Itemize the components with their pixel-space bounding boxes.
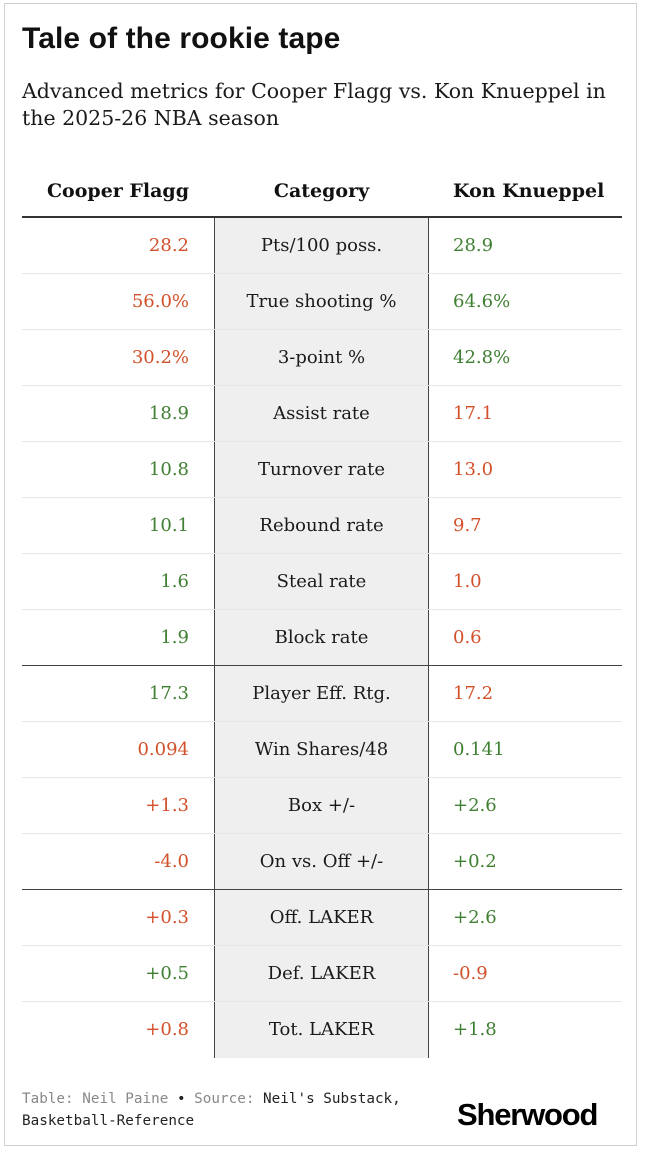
flagg-value: 0.094 bbox=[137, 739, 189, 760]
table-row: 18.9 Assist rate 17.1 bbox=[22, 386, 622, 442]
knueppel-value: 0.141 bbox=[453, 739, 505, 760]
category-label: Tot. LAKER bbox=[268, 1019, 375, 1040]
table-row: 28.2 Pts/100 poss. 28.9 bbox=[22, 218, 622, 274]
table-body: 28.2 Pts/100 poss. 28.9 56.0% True shooting … bbox=[22, 218, 622, 1058]
sherwood-logo: Sherwood bbox=[457, 1097, 598, 1132]
table-row: 0.094 Win Shares/48 0.141 bbox=[22, 722, 622, 778]
table-row: +0.8 Tot. LAKER +1.8 bbox=[22, 1002, 622, 1058]
knueppel-value: +2.6 bbox=[453, 795, 497, 816]
category-label: Def. LAKER bbox=[267, 963, 376, 984]
chart-card: Tale of the rookie tape Advanced metrics… bbox=[4, 3, 637, 1146]
row-divider bbox=[22, 329, 622, 330]
header-rule bbox=[22, 216, 622, 218]
flagg-value: -4.0 bbox=[154, 851, 189, 872]
table-row: 30.2% 3-point % 42.8% bbox=[22, 330, 622, 386]
category-label: Win Shares/48 bbox=[254, 739, 389, 760]
flagg-value: 1.6 bbox=[160, 571, 189, 592]
header-cooper-flagg: Cooper Flagg bbox=[46, 180, 189, 202]
footer-source-2: Basketball-Reference bbox=[22, 1113, 195, 1129]
knueppel-value: -0.9 bbox=[453, 963, 488, 984]
knueppel-value: 0.6 bbox=[453, 627, 482, 648]
table-row: +1.3 Box +/- +2.6 bbox=[22, 778, 622, 834]
flagg-value: +0.8 bbox=[145, 1019, 189, 1040]
group-divider bbox=[22, 665, 622, 666]
flagg-value: 18.9 bbox=[148, 403, 189, 424]
row-divider bbox=[22, 385, 622, 386]
category-label: On vs. Off +/- bbox=[259, 851, 384, 872]
row-divider bbox=[22, 441, 622, 442]
knueppel-value: 64.6% bbox=[453, 291, 511, 312]
category-label: Assist rate bbox=[273, 403, 370, 424]
category-label: True shooting % bbox=[246, 291, 397, 312]
flagg-value: 1.9 bbox=[160, 627, 189, 648]
row-divider bbox=[22, 273, 622, 274]
table-header: Cooper Flagg Category Kon Knueppel bbox=[22, 164, 622, 218]
table-row: 1.6 Steal rate 1.0 bbox=[22, 554, 622, 610]
category-label: Block rate bbox=[274, 627, 369, 648]
group-divider bbox=[22, 889, 622, 890]
flagg-value: +0.5 bbox=[145, 963, 189, 984]
flagg-value: +0.3 bbox=[145, 907, 189, 928]
knueppel-value: 17.1 bbox=[453, 403, 494, 424]
row-divider bbox=[22, 497, 622, 498]
table-row: 56.0% True shooting % 64.6% bbox=[22, 274, 622, 330]
table-row: 10.8 Turnover rate 13.0 bbox=[22, 442, 622, 498]
flagg-value: 17.3 bbox=[148, 683, 189, 704]
category-label: Player Eff. Rtg. bbox=[252, 683, 391, 704]
row-divider bbox=[22, 777, 622, 778]
knueppel-value: 9.7 bbox=[453, 515, 482, 536]
flagg-value: 10.1 bbox=[148, 515, 189, 536]
comparison-table: Cooper Flagg Category Kon Knueppel 28.2 P… bbox=[22, 164, 622, 1058]
knueppel-value: 28.9 bbox=[453, 235, 494, 256]
knueppel-value: +0.2 bbox=[453, 851, 497, 872]
flagg-value: +1.3 bbox=[145, 795, 189, 816]
row-divider bbox=[22, 833, 622, 834]
table-row: 10.1 Rebound rate 9.7 bbox=[22, 498, 622, 554]
category-label: Steal rate bbox=[276, 571, 367, 592]
footer-table-label: Table: bbox=[22, 1091, 74, 1107]
knueppel-value: 42.8% bbox=[453, 347, 511, 368]
flagg-value: 30.2% bbox=[131, 347, 189, 368]
flagg-value: 28.2 bbox=[148, 235, 189, 256]
table-row: 1.9 Block rate 0.6 bbox=[22, 610, 622, 666]
knueppel-value: 17.2 bbox=[453, 683, 494, 704]
category-label: 3-point % bbox=[277, 347, 366, 368]
row-divider bbox=[22, 945, 622, 946]
row-divider bbox=[22, 609, 622, 610]
footer-credit: Table: Neil Paine • Source: Neil's Subst… bbox=[22, 1088, 401, 1132]
header-category: Category bbox=[273, 180, 370, 202]
table-row: -4.0 On vs. Off +/- +0.2 bbox=[22, 834, 622, 890]
flagg-value: 10.8 bbox=[148, 459, 189, 480]
footer-source-label: Source: bbox=[194, 1091, 255, 1107]
category-label: Off. LAKER bbox=[269, 907, 374, 928]
category-label: Pts/100 poss. bbox=[260, 235, 383, 256]
category-label: Rebound rate bbox=[259, 515, 384, 536]
knueppel-value: 13.0 bbox=[453, 459, 494, 480]
table-row: 17.3 Player Eff. Rtg. 17.2 bbox=[22, 666, 622, 722]
footer-source-1: Neil's Substack, bbox=[263, 1091, 401, 1107]
knueppel-value: +2.6 bbox=[453, 907, 497, 928]
category-label: Box +/- bbox=[287, 795, 356, 816]
footer-table-author: Neil Paine bbox=[82, 1091, 169, 1107]
table-row: +0.3 Off. LAKER +2.6 bbox=[22, 890, 622, 946]
row-divider bbox=[22, 1001, 622, 1002]
header-kon-knueppel: Kon Knueppel bbox=[453, 180, 605, 202]
category-column-band bbox=[214, 218, 429, 1058]
chart-title: Tale of the rookie tape bbox=[22, 22, 341, 55]
knueppel-value: +1.8 bbox=[453, 1019, 497, 1040]
category-label: Turnover rate bbox=[257, 459, 385, 480]
footer-bullet: • bbox=[176, 1091, 186, 1107]
row-divider bbox=[22, 721, 622, 722]
row-divider bbox=[22, 553, 622, 554]
knueppel-value: 1.0 bbox=[453, 571, 482, 592]
flagg-value: 56.0% bbox=[131, 291, 189, 312]
chart-subtitle: Advanced metrics for Cooper Flagg vs. Ko… bbox=[22, 79, 606, 130]
table-row: +0.5 Def. LAKER -0.9 bbox=[22, 946, 622, 1002]
